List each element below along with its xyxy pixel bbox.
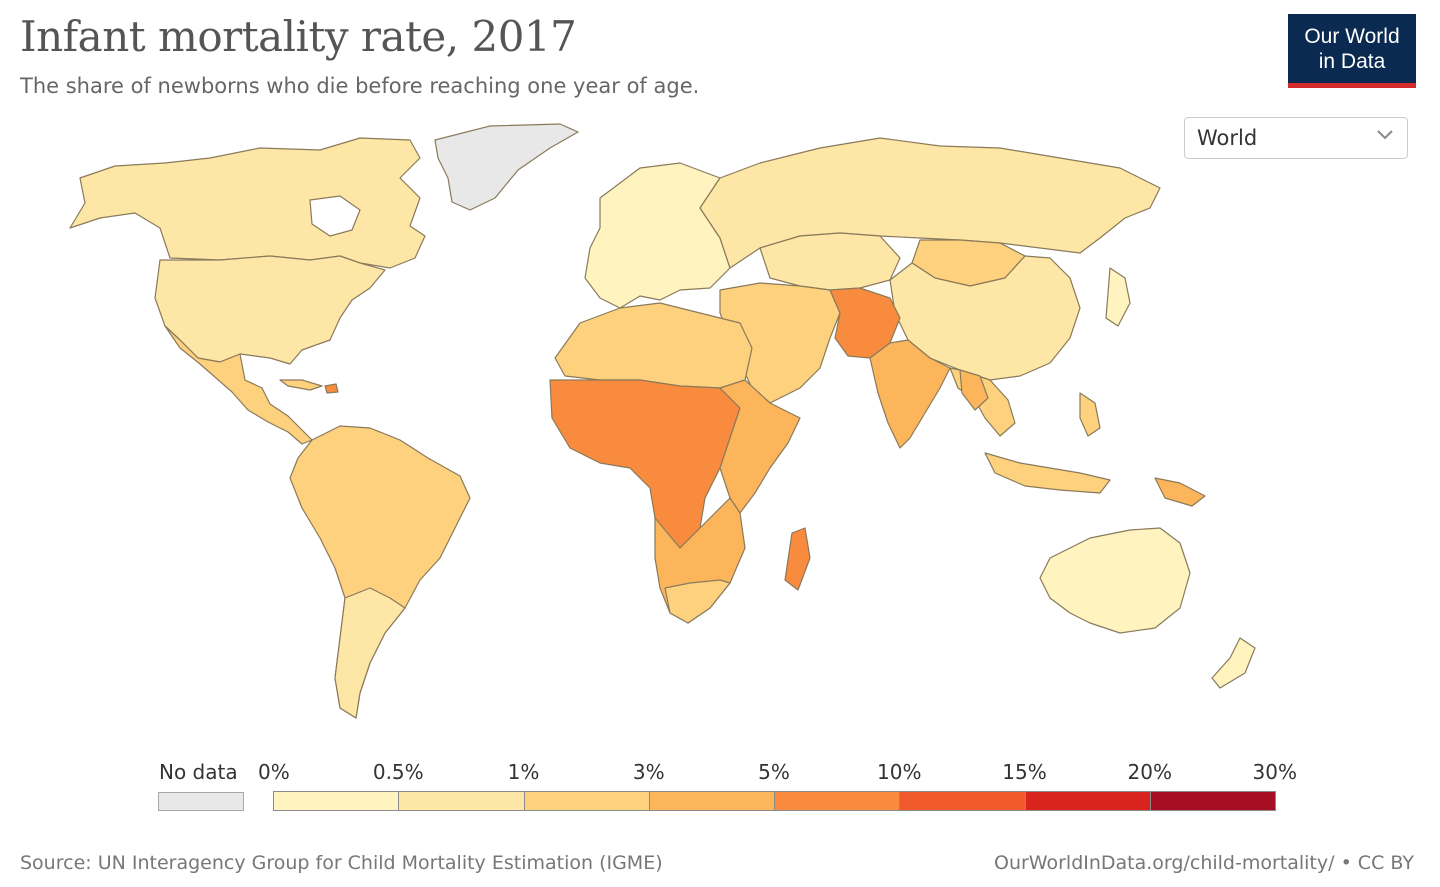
region-japan[interactable] [1105,267,1131,327]
region-myanmar[interactable] [959,369,989,411]
legend-bin-1[interactable] [398,791,525,811]
region-select[interactable]: World [1184,117,1408,159]
region-caribbean[interactable] [279,379,323,391]
legend-bin-0[interactable] [273,791,400,811]
region-hudson-bay [309,195,361,237]
legend-tick-label: 3% [632,760,665,784]
region-east-africa[interactable] [719,379,801,514]
region-southern-cone[interactable] [334,587,406,719]
region-haiti[interactable] [324,383,339,394]
chart-subtitle: The share of newborns who die before rea… [20,74,700,98]
region-europe[interactable] [584,162,731,309]
logo-line-1: Our World [1304,25,1400,48]
region-new-zealand[interactable] [1211,637,1256,689]
chart-title: Infant mortality rate, 2017 [20,12,577,61]
world-map [69,123,1256,719]
region-south-africa[interactable] [664,579,731,624]
legend-tick-label: 0.5% [372,760,424,784]
legend-tick-label: 15% [1002,760,1047,784]
region-south-america[interactable] [289,425,471,719]
region-papua-new-guinea[interactable] [1154,477,1206,507]
logo-line-2: in Data [1318,50,1386,73]
legend-bin-2[interactable] [523,791,650,811]
legend-bin-5[interactable] [899,791,1026,811]
legend-tick-label: 1% [507,760,540,784]
legend-tick-label: 0% [258,760,290,784]
legend-no-data-swatch[interactable] [158,792,244,811]
legend-bin-7[interactable] [1149,791,1276,811]
legend-tick-label: 5% [758,760,790,784]
region-indonesia[interactable] [984,452,1111,494]
region-central-asia[interactable] [759,232,901,291]
legend-no-data-label: No data [159,760,238,784]
region-greenland[interactable] [434,123,579,211]
chevron-down-icon [1377,130,1393,140]
legend-tick-label: 30% [1252,760,1297,784]
legend-tick-label: 20% [1127,760,1172,784]
legend-bin-4[interactable] [774,791,901,811]
legend-tick-label: 10% [877,760,922,784]
source-url[interactable]: OurWorldInData.org/child-mortality/ • CC… [994,852,1414,874]
region-australia[interactable] [1039,527,1191,634]
legend-bin-3[interactable] [648,791,775,811]
region-madagascar[interactable] [784,527,811,591]
region-canada[interactable] [69,137,426,269]
legend-bin-6[interactable] [1024,791,1151,811]
region-select-value: World [1197,126,1258,150]
region-usa[interactable] [154,255,386,365]
region-india[interactable] [869,339,951,449]
region-mexico[interactable] [164,325,313,445]
region-philippines[interactable] [1079,392,1101,437]
owid-logo[interactable]: Our World in Data [1288,14,1416,88]
source-note: Source: UN Interagency Group for Child M… [20,852,663,874]
